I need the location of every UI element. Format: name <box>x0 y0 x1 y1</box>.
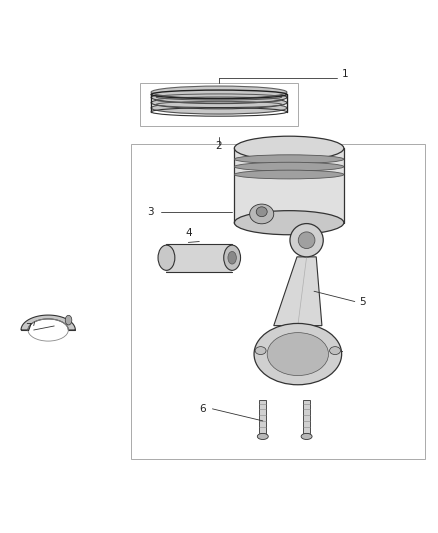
Bar <box>140 83 298 126</box>
Polygon shape <box>274 257 322 326</box>
Ellipse shape <box>290 223 323 257</box>
Ellipse shape <box>298 232 315 248</box>
Ellipse shape <box>301 433 312 440</box>
Ellipse shape <box>151 91 287 103</box>
Ellipse shape <box>234 211 344 235</box>
Ellipse shape <box>234 170 344 179</box>
Text: 1: 1 <box>342 69 348 79</box>
Polygon shape <box>21 315 75 330</box>
Ellipse shape <box>228 252 237 264</box>
Text: 5: 5 <box>359 296 366 306</box>
Text: 3: 3 <box>147 207 153 217</box>
Ellipse shape <box>234 162 344 171</box>
Ellipse shape <box>234 136 344 160</box>
Ellipse shape <box>224 245 240 270</box>
Ellipse shape <box>267 333 328 376</box>
Ellipse shape <box>65 316 72 325</box>
Text: 2: 2 <box>215 141 223 151</box>
Ellipse shape <box>255 346 266 354</box>
Polygon shape <box>303 400 310 434</box>
Polygon shape <box>166 244 232 272</box>
Ellipse shape <box>151 102 287 114</box>
Polygon shape <box>259 400 266 434</box>
Bar <box>131 144 425 459</box>
Text: 6: 6 <box>199 404 206 414</box>
Ellipse shape <box>151 96 287 109</box>
Ellipse shape <box>257 433 268 440</box>
Ellipse shape <box>158 245 175 270</box>
Text: 4: 4 <box>185 228 192 238</box>
Ellipse shape <box>151 86 287 98</box>
Ellipse shape <box>256 207 267 217</box>
Ellipse shape <box>254 324 342 385</box>
Text: 7: 7 <box>25 323 32 333</box>
Ellipse shape <box>329 346 341 354</box>
Polygon shape <box>234 148 344 223</box>
Ellipse shape <box>234 155 344 164</box>
Ellipse shape <box>250 204 274 224</box>
